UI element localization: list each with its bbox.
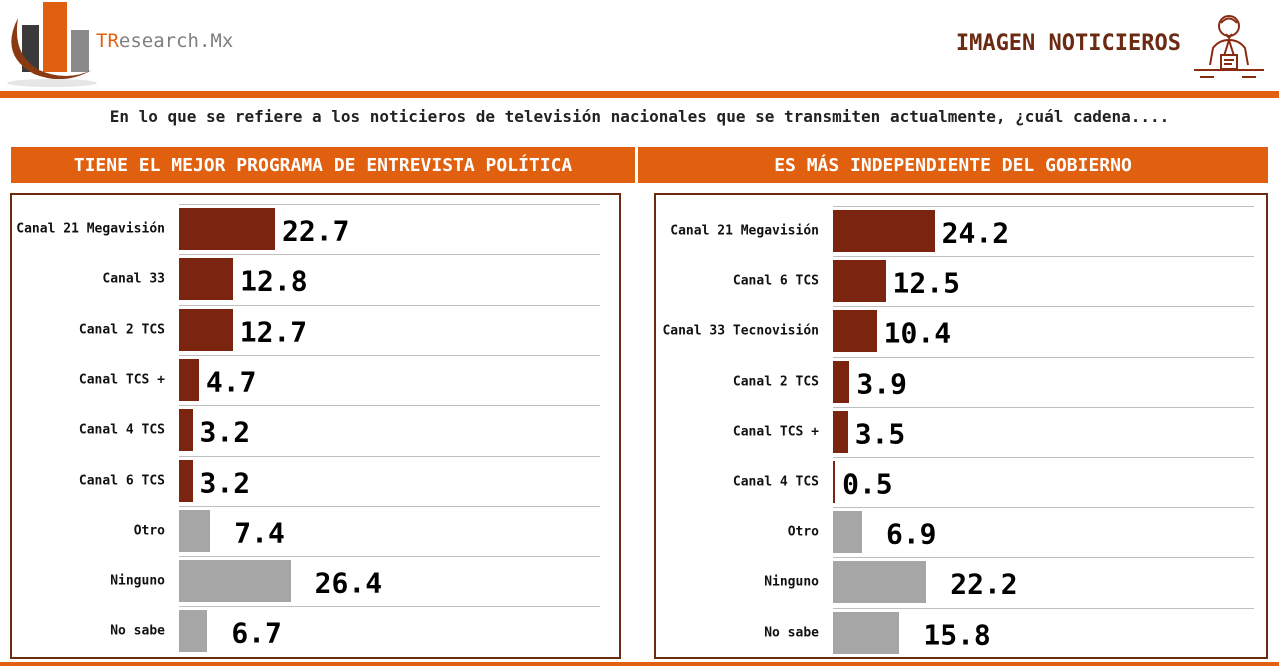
question-text: En lo que se refiere a los noticieros de… — [109, 107, 1170, 126]
bar — [179, 308, 233, 351]
value-label: 6.9 — [885, 517, 937, 551]
bar — [179, 258, 234, 301]
value-label: 3.9 — [856, 367, 907, 401]
value-label: 0.5 — [842, 467, 893, 501]
bar — [833, 461, 836, 503]
bar — [833, 561, 927, 604]
news-anchor-icon — [1194, 15, 1264, 78]
category-label: No sabe — [764, 625, 819, 641]
category-label: Canal 6 TCS — [732, 273, 819, 289]
bar — [833, 360, 850, 403]
value-label: 3.2 — [199, 415, 251, 449]
gridline — [179, 455, 600, 457]
bar — [833, 511, 862, 554]
gridline — [833, 356, 1254, 358]
bar — [179, 560, 291, 603]
value-label: 4.7 — [205, 365, 257, 399]
value-label: 22.2 — [950, 567, 1018, 601]
category-label: No sabe — [110, 623, 165, 639]
gridline — [179, 606, 600, 608]
category-label: Canal 4 TCS — [78, 422, 165, 438]
category-label: Canal 2 TCS — [78, 322, 165, 338]
bar — [179, 409, 193, 452]
category-label: Otro — [787, 524, 819, 540]
header-divider — [0, 91, 1279, 98]
chart-right-panel — [654, 193, 1268, 659]
gridline — [833, 206, 1254, 207]
category-label: Canal 6 TCS — [78, 473, 165, 488]
category-label: Canal 33 — [102, 271, 165, 287]
value-label: 3.5 — [854, 417, 906, 451]
brand-name: TResearch.Mx — [96, 30, 234, 52]
category-label: Canal 4 TCS — [732, 474, 819, 490]
gridline — [179, 505, 600, 507]
category-label: Canal 2 TCS — [732, 374, 819, 390]
gridline — [179, 204, 600, 205]
chart-right-title: ES MÁS INDEPENDIENTE DEL GOBIERNO — [638, 147, 1268, 183]
value-label: 22.7 — [282, 214, 350, 248]
bar — [179, 358, 199, 401]
category-label: Otro — [133, 523, 165, 539]
gridline — [833, 306, 1254, 308]
bar — [833, 310, 877, 353]
gridline — [179, 254, 600, 256]
gridline — [833, 457, 1254, 458]
value-label: 7.4 — [234, 516, 285, 550]
bar — [833, 611, 900, 654]
gridline — [833, 507, 1254, 509]
bar — [179, 208, 276, 250]
category-label: Canal TCS + — [732, 424, 819, 440]
gridline — [179, 354, 600, 356]
bar — [833, 260, 886, 303]
value-label: 10.4 — [883, 316, 952, 350]
bar — [833, 410, 848, 453]
bar — [179, 459, 193, 502]
page-title: IMAGEN NOTICIEROS — [955, 31, 1181, 56]
value-label: 3.2 — [199, 466, 251, 499]
gridline — [179, 405, 600, 407]
category-label: Ninguno — [110, 573, 165, 589]
gridline — [179, 556, 600, 558]
value-label: 12.8 — [240, 264, 308, 298]
category-label: Canal TCS + — [78, 372, 165, 388]
gridline — [833, 256, 1254, 258]
gridline — [833, 406, 1254, 408]
value-label: 24.2 — [941, 216, 1010, 250]
footer-divider — [0, 662, 1279, 666]
bar — [179, 509, 211, 552]
category-label: Canal 33 Tecnovisión — [662, 323, 819, 339]
value-label: 12.5 — [892, 266, 960, 300]
tresearch-logo — [7, 2, 97, 87]
value-label: 6.7 — [231, 616, 282, 650]
gridline — [179, 304, 600, 306]
value-label: 15.8 — [923, 618, 991, 652]
bar — [179, 610, 208, 653]
chart-left-panel — [10, 193, 621, 659]
gridline — [833, 607, 1254, 609]
category-label: Canal 21 Megavisión — [16, 221, 165, 237]
bar — [833, 210, 935, 252]
category-label: Ninguno — [764, 574, 819, 590]
gridline — [833, 557, 1254, 559]
category-label: Canal 21 Megavisión — [670, 223, 819, 239]
chart-left-title: TIENE EL MEJOR PROGRAMA DE ENTREVISTA PO… — [11, 147, 635, 183]
value-label: 26.4 — [314, 566, 383, 600]
value-label: 12.7 — [239, 315, 308, 349]
